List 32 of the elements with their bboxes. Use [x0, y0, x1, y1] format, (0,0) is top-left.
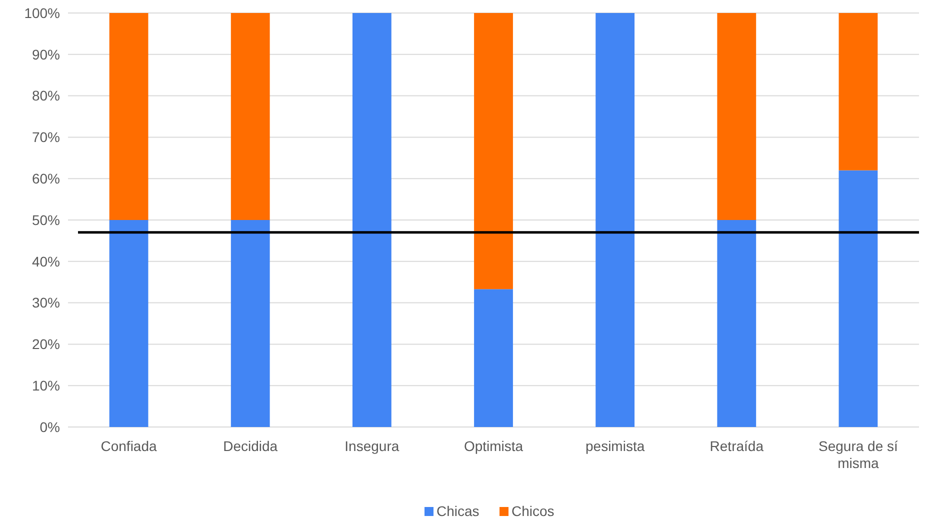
- x-tick-label: Confiada: [100, 438, 158, 454]
- bar: [109, 13, 148, 220]
- bar: [596, 13, 635, 427]
- y-tick-label: 0%: [40, 418, 60, 435]
- x-tick-label: Decidida: [223, 438, 278, 454]
- y-tick-label: 100%: [24, 4, 60, 21]
- y-tick-label: 30%: [32, 294, 60, 311]
- y-tick-label: 70%: [32, 129, 60, 146]
- y-tick-label: 40%: [32, 253, 60, 270]
- x-tick-label: Segura de sí misma: [818, 438, 898, 471]
- bar: [474, 289, 513, 427]
- y-tick-label: 80%: [32, 88, 60, 104]
- bar: [230, 13, 270, 220]
- y-tick-label: 90%: [32, 46, 60, 62]
- x-tick-label: pesimista: [586, 438, 645, 454]
- bar: [717, 220, 756, 427]
- bar: [838, 13, 878, 170]
- y-tick-label: 60%: [32, 170, 60, 186]
- y-tick-label: 50%: [32, 212, 60, 228]
- bar: [230, 220, 270, 427]
- bar: [717, 13, 756, 220]
- bar: [838, 170, 878, 427]
- x-tick-label: Insegura: [344, 438, 400, 454]
- x-tick-label: Optimista: [464, 438, 524, 454]
- y-tick-label: 10%: [32, 378, 60, 394]
- bar: [109, 220, 148, 427]
- bar: [474, 13, 513, 290]
- x-tick-label: Retraída: [710, 438, 764, 454]
- bar: [352, 13, 392, 427]
- y-tick-label: 20%: [32, 336, 60, 352]
- legend-label: Chicas: [436, 503, 480, 519]
- legend-label: Chicos: [512, 503, 554, 519]
